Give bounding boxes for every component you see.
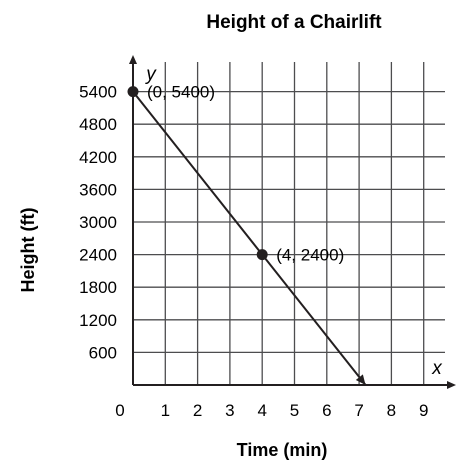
data-point: [127, 86, 139, 98]
data-point: [256, 249, 268, 261]
tick-labels: 1 2 3 4 5 6 7 8 9 600 1200 1800 2400 3000 3600 4200 4800…: [79, 83, 428, 420]
chart-title: Height of a Chairlift: [206, 12, 382, 33]
y-tick-label: 3000: [79, 213, 117, 232]
x-tick-label: 8: [387, 401, 396, 420]
y-axis-arrowhead: [129, 55, 137, 64]
y-tick-label: 4200: [79, 148, 117, 167]
axes: [129, 55, 456, 389]
series-arrowhead: [355, 374, 366, 385]
x-axis-arrowhead: [447, 381, 456, 389]
data-points: (0, 5400) (4, 2400): [127, 83, 344, 265]
x-tick-label: 9: [419, 401, 428, 420]
y-tick-label: 1200: [79, 311, 117, 330]
x-tick-label: 4: [257, 401, 266, 420]
point-label: (4, 2400): [276, 246, 344, 265]
series-line: [132, 90, 367, 386]
x-axis-title: Time (min): [237, 440, 328, 460]
x-axis-variable: x: [431, 358, 443, 379]
x-tick-label: 3: [225, 401, 234, 420]
x-tick-label: 7: [354, 401, 363, 420]
series-lines: [132, 90, 367, 386]
y-tick-label: 4800: [79, 115, 117, 134]
y-tick-label: 600: [89, 343, 117, 362]
x-tick-label: 1: [161, 401, 170, 420]
y-axis-variable: y: [144, 64, 157, 85]
x-tick-label: 2: [193, 401, 202, 420]
y-tick-label: 5400: [79, 83, 117, 102]
x-tick-label: 6: [322, 401, 331, 420]
y-tick-label: 3600: [79, 180, 117, 199]
y-axis-title: Height (ft): [18, 208, 38, 293]
x-tick-label: 5: [290, 401, 299, 420]
grid: [133, 62, 445, 385]
point-label: (0, 5400): [147, 83, 215, 102]
y-tick-label: 2400: [79, 246, 117, 265]
origin-label: 0: [115, 401, 124, 420]
y-tick-label: 1800: [79, 278, 117, 297]
